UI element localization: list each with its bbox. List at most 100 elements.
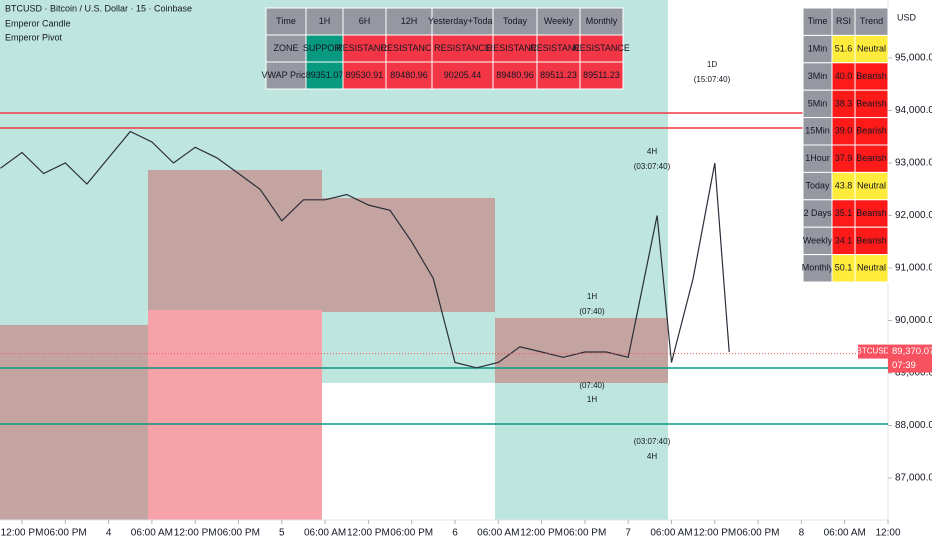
table-header: Weekly — [544, 16, 574, 26]
table-cell: Bearish — [856, 153, 887, 163]
table-cell: 89511.23 — [583, 70, 620, 80]
table-cell-bg — [342, 34, 387, 63]
table-cell-bg — [431, 61, 494, 90]
table-cell: Monthly — [802, 263, 834, 273]
zone — [148, 170, 322, 310]
table-cell-bg — [854, 171, 889, 201]
x-tick-label: 06:00 PM — [737, 528, 780, 539]
annotation: (03:07:40) — [634, 162, 671, 171]
x-tick-label: 5 — [279, 528, 285, 539]
table-cell: RESISTANCE — [434, 43, 491, 53]
annotation: (07:40) — [579, 307, 605, 316]
table-cell: 89351.07 — [306, 70, 344, 80]
zone — [495, 318, 668, 383]
indicator: Emperor Candle — [5, 18, 71, 28]
table-cell: Neutral — [857, 263, 886, 273]
table-cell: 43.8 — [835, 180, 853, 190]
x-tick-label: 12:00 PM — [347, 528, 390, 539]
table-cell-bg — [854, 34, 889, 64]
price-tag-symbol: BTCUSD — [857, 347, 890, 356]
table-cell: RESISTANCE — [530, 43, 587, 53]
x-tick-label: 06:00 PM — [217, 528, 260, 539]
table-cell-bg — [854, 254, 889, 283]
table-cell: RESISTANCE — [381, 43, 438, 53]
table-cell: RESISTANCE — [487, 43, 544, 53]
table-cell-bg — [854, 62, 889, 91]
table-cell: 39.0 — [835, 126, 853, 136]
x-tick-label: 12:00 PM — [693, 528, 736, 539]
countdown: 07:39 — [892, 360, 916, 371]
table-cell-bg — [802, 199, 833, 228]
table-header: Today — [503, 16, 528, 26]
table-cell: 40.0 — [835, 71, 853, 81]
table-cell: 90205.44 — [444, 70, 482, 80]
table-header: 1H — [319, 16, 331, 26]
x-tick-label: 06:00 AM — [824, 528, 866, 539]
table-cell: Bearish — [856, 208, 887, 218]
zone — [322, 198, 495, 312]
table-cell-bg — [802, 89, 833, 119]
table-header-bg — [342, 7, 387, 36]
annotation: (03:07:40) — [634, 437, 671, 446]
table-cell: SUPPORT — [303, 43, 347, 53]
table-header: 12H — [401, 16, 418, 26]
table-header: 6H — [359, 16, 371, 26]
table-cell: 89480.96 — [390, 70, 428, 80]
table-cell: 15Min — [805, 126, 830, 136]
x-tick-label: 06:00 AM — [131, 528, 173, 539]
y-tick-label: 93,000.00 — [895, 158, 932, 169]
x-tick-label: 12:00 PM — [1, 528, 44, 539]
table-cell: 5Min — [808, 98, 828, 108]
price-tag — [888, 344, 932, 373]
table-cell: 35.1 — [835, 208, 853, 218]
last-price-label: 89,370.07 — [892, 346, 932, 357]
table-header: Yesterday+Today — [428, 16, 497, 26]
table-header-bg — [579, 7, 624, 36]
table-cell: 51.6 — [835, 43, 853, 53]
zone — [0, 0, 148, 325]
table-cell: Neutral — [857, 43, 886, 53]
table-cell-bg — [802, 144, 833, 173]
x-tick-label: 06:00 PM — [563, 528, 606, 539]
annotation: 1H — [587, 292, 597, 301]
annotation: 1D — [707, 60, 717, 69]
table-cell-bg — [265, 61, 307, 90]
table-cell-bg — [342, 61, 387, 90]
table-header: RSI — [836, 16, 851, 26]
indicator: Emperor Pivot — [5, 32, 63, 42]
price-tag — [858, 344, 888, 359]
table-header-bg — [492, 7, 538, 36]
table-cell-bg — [431, 34, 494, 63]
table-cell-bg — [854, 117, 889, 146]
table-cell: 3Min — [808, 71, 828, 81]
x-tick-label: 06:00 AM — [304, 528, 346, 539]
y-tick-label: 89,000.00 — [895, 368, 932, 379]
table-cell: Today — [805, 180, 830, 190]
x-tick-label: 7 — [625, 528, 631, 539]
table-cell: 2 Days — [803, 208, 832, 218]
table-header: Time — [276, 16, 296, 26]
table-cell-bg — [854, 199, 889, 228]
annotation: 4H — [647, 452, 657, 461]
y-tick-label: 92,000.00 — [895, 210, 932, 221]
annotation: (07:40) — [579, 381, 605, 390]
y-tick-label: 90,000.00 — [895, 315, 932, 326]
y-tick-label: 95,000.00 — [895, 53, 932, 64]
x-tick-label: 4 — [106, 528, 112, 539]
annotation: 4H — [647, 147, 657, 156]
price-line — [0, 130, 730, 369]
annotation: (15:07:40) — [694, 75, 731, 84]
y-tick-label: 88,000.00 — [895, 420, 932, 431]
table-cell: Bearish — [856, 71, 887, 81]
table-cell: 34.1 — [835, 235, 853, 245]
y-tick-label: 91,000.00 — [895, 263, 932, 274]
table-cell-bg — [802, 254, 833, 283]
table-cell: VWAP Price — [261, 70, 310, 80]
table-cell: 89511.23 — [540, 70, 577, 80]
table-cell-bg — [579, 34, 624, 63]
x-tick-label: 06:00 AM — [477, 528, 519, 539]
table-cell-bg — [579, 61, 624, 90]
table-cell-bg — [305, 61, 344, 90]
table-cell: Bearish — [856, 235, 887, 245]
table-cell: Bearish — [856, 98, 887, 108]
